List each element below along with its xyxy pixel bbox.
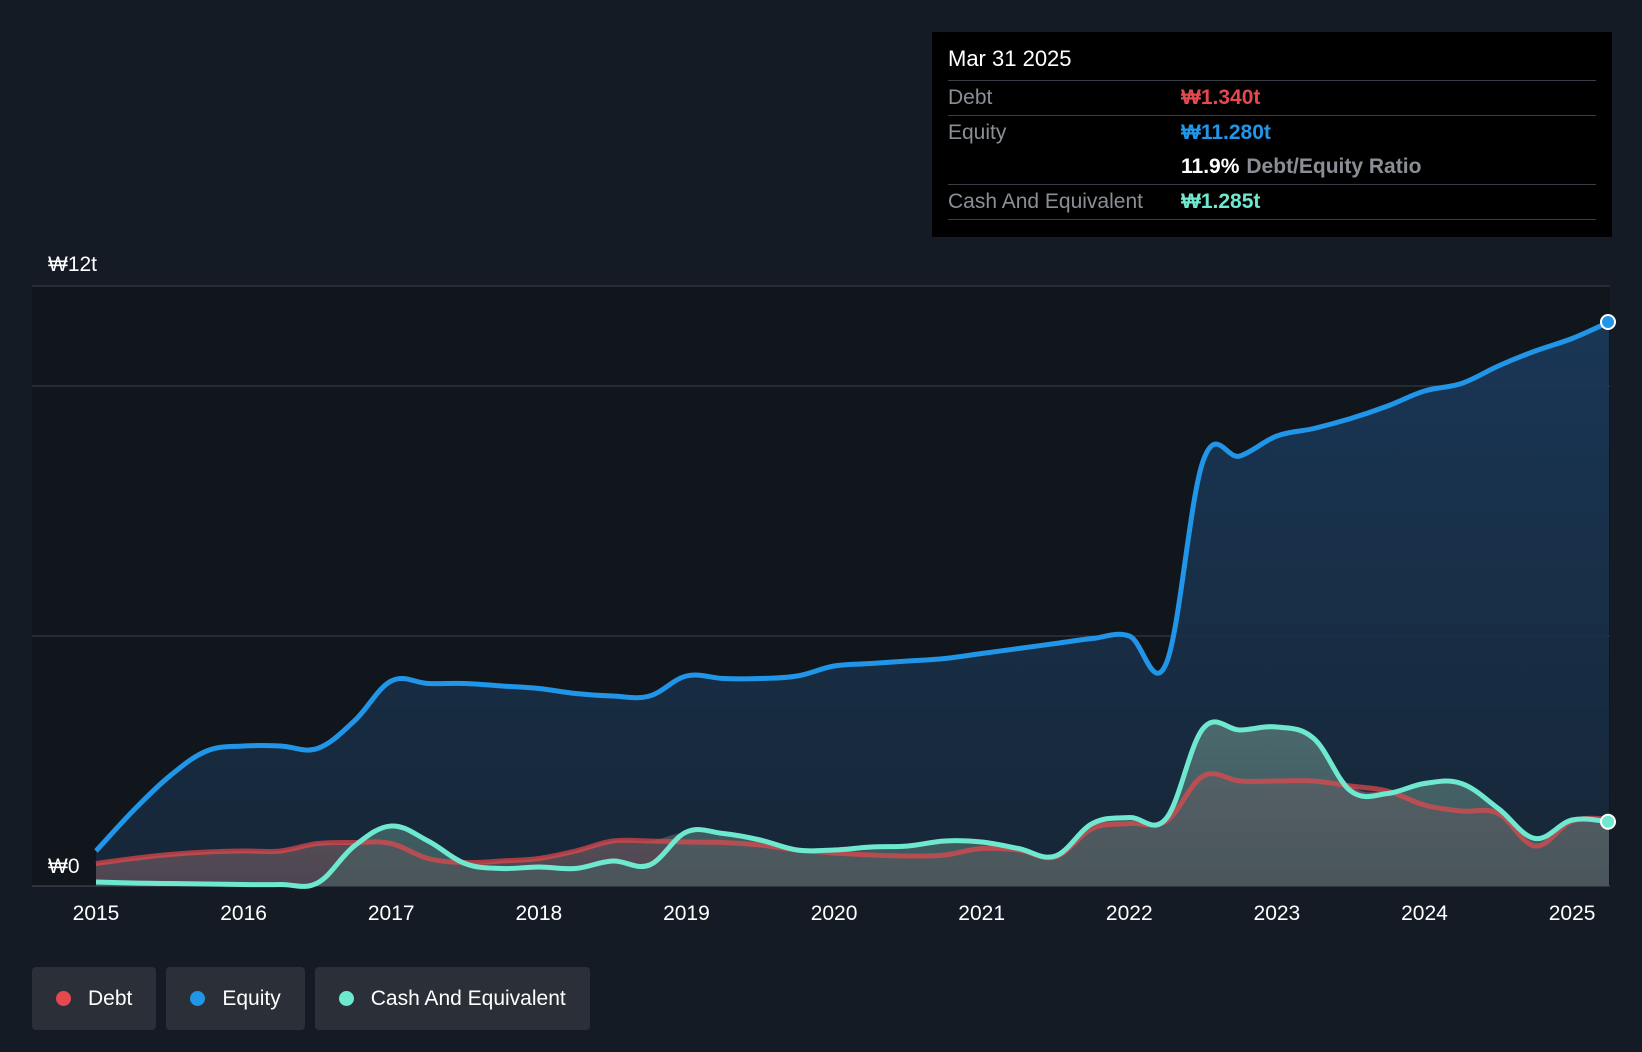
tooltip-date: Mar 31 2025	[948, 46, 1596, 81]
tooltip-debt-label: Debt	[948, 86, 993, 109]
legend-dot-debt	[56, 991, 71, 1006]
x-tick-label-2016: 2016	[220, 902, 267, 925]
series-lines	[94, 319, 1611, 889]
end-markers	[1600, 314, 1616, 830]
legend-item-debt[interactable]: Debt	[32, 967, 157, 1030]
y-tick-label-1: ₩0	[48, 855, 80, 878]
x-tick-label-2019: 2019	[663, 902, 710, 925]
tooltip-ratio-value: 11.9%	[1181, 155, 1240, 178]
legend-dot-equity	[190, 991, 206, 1006]
tooltip-panel: Mar 31 2025 Debt ₩1.340t Equity ₩11.280t…	[932, 32, 1612, 237]
debt-area	[96, 773, 1609, 886]
tooltip-equity-label: Equity	[948, 121, 1007, 144]
legend-label-cash: Cash And Equivalent	[370, 986, 566, 1010]
area-fills	[96, 322, 1609, 887]
tooltip-row-debt: Debt ₩1.340t	[948, 81, 1596, 116]
legend-dot-cash	[338, 991, 354, 1006]
legend-item-cash[interactable]: Cash And Equivalent	[314, 967, 590, 1030]
legend-label-debt: Debt	[88, 986, 133, 1010]
y-tick-label-0: ₩12t	[48, 253, 97, 276]
tooltip-row-cash: Cash And Equivalent ₩1.285t	[948, 185, 1596, 220]
x-tick-label-2023: 2023	[1254, 902, 1301, 925]
x-tick-label-2021: 2021	[958, 902, 1005, 925]
tooltip-equity-value: ₩11.280t	[1181, 121, 1271, 144]
cash-end-marker[interactable]	[1600, 813, 1616, 830]
tooltip-row-equity: Equity ₩11.280t	[948, 116, 1596, 150]
x-tick-label-2015: 2015	[73, 902, 120, 925]
tooltip-ratio-label: Debt/Equity Ratio	[1246, 155, 1422, 178]
x-tick-label-2020: 2020	[811, 902, 858, 925]
equity-line	[94, 319, 1611, 853]
tooltip-cash-value: ₩1.285t	[1181, 190, 1261, 213]
cash-area	[96, 721, 1609, 887]
x-tick-label-2018: 2018	[515, 902, 562, 925]
debt-cash-area	[96, 721, 1609, 886]
tooltip-debt-value: ₩1.340t	[1181, 86, 1261, 109]
x-axis-labels: 2015 2016 2017 2018 2019 2020 2021 2022 2023 2024…	[73, 902, 1596, 925]
tooltip-cash-label: Cash And Equivalent	[948, 190, 1143, 213]
equity-end-marker[interactable]	[1600, 314, 1616, 330]
x-tick-label-2025: 2025	[1549, 902, 1596, 925]
x-tick-label-2022: 2022	[1106, 902, 1153, 925]
legend-label-equity: Equity	[222, 986, 281, 1010]
x-tick-label-2024: 2024	[1401, 902, 1448, 925]
tooltip-row-ratio: 11.9% Debt/Equity Ratio	[948, 150, 1596, 185]
debt-line	[95, 771, 1610, 866]
x-tick-label-2017: 2017	[368, 902, 415, 925]
legend: Debt Equity Cash And Equivalent	[32, 967, 590, 1030]
y-axis-labels: ₩12t ₩0	[48, 253, 97, 878]
legend-item-equity[interactable]: Equity	[166, 967, 305, 1030]
cash-line	[95, 719, 1610, 889]
